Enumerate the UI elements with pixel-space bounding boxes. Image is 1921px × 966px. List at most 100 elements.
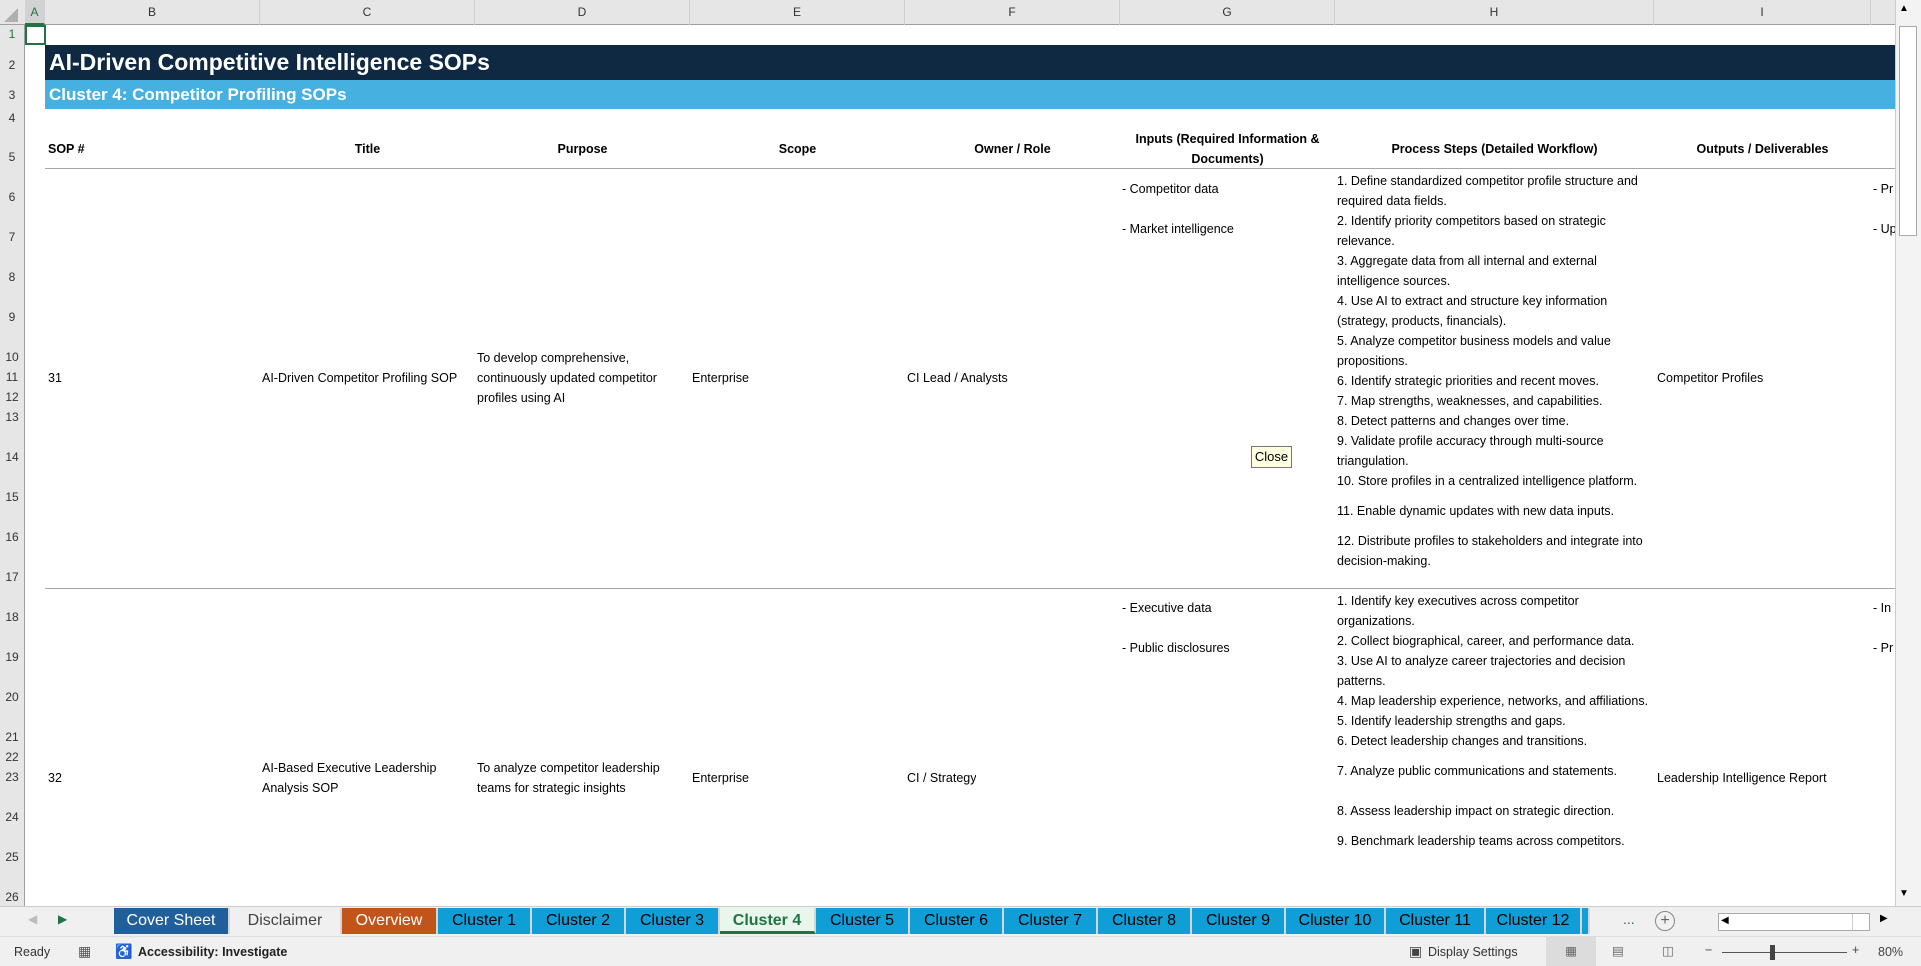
sheet-tab-cluster-7[interactable]: Cluster 7 (1004, 908, 1098, 934)
row-header-12[interactable]: 12 (5, 390, 19, 404)
sop-outputs: Competitor Profiles (1657, 371, 1764, 385)
zoom-in-button[interactable]: + (1852, 943, 1860, 957)
row-header-7[interactable]: 7 (8, 230, 16, 244)
header-divider (45, 168, 1895, 169)
more-tabs-button[interactable]: ... (1623, 911, 1635, 927)
sheet-tab-cluster-11[interactable]: Cluster 11 (1386, 908, 1486, 934)
sheet-tab-cluster-2[interactable]: Cluster 2 (532, 908, 626, 934)
zoom-out-button[interactable]: − (1705, 943, 1713, 957)
vertical-scrollbar[interactable]: ▲ ▼ (1895, 0, 1921, 906)
row-header-10[interactable]: 10 (5, 350, 19, 364)
zoom-slider[interactable] (1722, 952, 1847, 953)
sop-scope: Enterprise (692, 371, 749, 385)
sheet-tab-cluster-6[interactable]: Cluster 6 (910, 908, 1004, 934)
accessibility-status[interactable]: Accessibility: Investigate (138, 945, 288, 959)
scroll-thumb[interactable] (1899, 26, 1917, 236)
sheet-tab-cluster-10[interactable]: Cluster 10 (1286, 908, 1386, 934)
column-header-d[interactable]: D (475, 0, 690, 25)
scroll-up-icon[interactable]: ▲ (1899, 3, 1909, 14)
zoom-level[interactable]: 80% (1878, 945, 1904, 959)
header-outputs: Outputs / Deliverables (1696, 142, 1829, 156)
macro-record-icon[interactable]: ▦ (78, 943, 92, 959)
row-header-20[interactable]: 20 (5, 690, 19, 704)
input-item: - Executive data (1122, 601, 1212, 615)
sop-title: AI-Driven Competitor Profiling SOP (262, 371, 458, 385)
column-header-f[interactable]: F (905, 0, 1120, 25)
header-steps: Process Steps (Detailed Workflow) (1391, 142, 1598, 156)
sheet-tab-cluster-12[interactable]: Cluster 12 (1486, 908, 1582, 934)
row-header-26[interactable]: 26 (5, 890, 19, 904)
hscroll-right-icon[interactable]: ▶ (1880, 913, 1888, 924)
page-layout-view-icon[interactable]: ▤ (1612, 944, 1624, 958)
row-header-2[interactable]: 2 (8, 58, 16, 72)
horizontal-scrollbar[interactable]: ◀ (1718, 913, 1870, 931)
column-header-c[interactable]: C (260, 0, 475, 25)
sheet-tab-overview[interactable]: Overview (342, 908, 438, 934)
header-scope: Scope (778, 142, 817, 156)
row-header-4[interactable]: 4 (8, 111, 16, 125)
row-header-21[interactable]: 21 (5, 730, 19, 744)
row-header-14[interactable]: 14 (5, 450, 19, 464)
row-header-19[interactable]: 19 (5, 650, 19, 664)
sop-title: AI-Based Executive Leadership Analysis S… (262, 761, 437, 795)
column-header-e[interactable]: E (690, 0, 905, 25)
page-break-view-icon[interactable]: ◫ (1662, 944, 1674, 958)
sheet-tab-cover-sheet[interactable]: Cover Sheet (114, 908, 230, 934)
process-step: 7. Analyze public communications and sta… (1337, 764, 1618, 778)
add-sheet-icon[interactable]: + (1655, 911, 1675, 931)
process-step: 5. Identify leadership strengths and gap… (1337, 714, 1566, 728)
hscroll-left-icon[interactable]: ◀ (1721, 915, 1729, 926)
close-button[interactable]: Close (1251, 446, 1292, 468)
accessibility-icon[interactable]: ♿ (115, 943, 133, 959)
row-header-18[interactable]: 18 (5, 610, 19, 624)
process-step: 4. Use AI to extract and structure key i… (1337, 294, 1608, 328)
process-step: 7. Map strengths, weaknesses, and capabi… (1337, 394, 1603, 408)
row-header-17[interactable]: 17 (5, 570, 19, 584)
row-header-13[interactable]: 13 (5, 410, 19, 424)
header-sop: SOP # (48, 142, 85, 156)
row-header-6[interactable]: 6 (8, 190, 16, 204)
column-j-partial-text: - Pr (1873, 641, 1894, 655)
tab-scroll-right-icon[interactable]: ▶ (58, 912, 68, 926)
select-all-icon[interactable] (4, 8, 18, 22)
display-settings-icon[interactable]: ▣ (1409, 943, 1423, 959)
sop-number: 31 (48, 371, 62, 385)
row-header-1[interactable]: 1 (8, 27, 16, 41)
row-header-24[interactable]: 24 (5, 810, 19, 824)
process-step: 11. Enable dynamic updates with new data… (1337, 504, 1615, 518)
sheet-tab-disclaimer[interactable]: Disclaimer (230, 908, 342, 934)
column-header-i[interactable]: I (1654, 0, 1871, 25)
row-header-23[interactable]: 23 (5, 770, 19, 784)
hscroll-thumb[interactable] (1733, 914, 1853, 930)
sheet-tab-cluster-4[interactable]: Cluster 4 (720, 908, 816, 934)
column-header-a[interactable]: A (25, 0, 45, 25)
display-settings-button[interactable]: Display Settings (1428, 945, 1518, 959)
sheet-tab-cluster-1[interactable]: Cluster 1 (438, 908, 532, 934)
row-header-8[interactable]: 8 (8, 270, 16, 284)
sheet-tab-cluster-5[interactable]: Cluster 5 (816, 908, 910, 934)
scroll-down-icon[interactable]: ▼ (1899, 888, 1909, 899)
sheet-tab-cluster-8[interactable]: Cluster 8 (1098, 908, 1192, 934)
row-header-15[interactable]: 15 (5, 490, 19, 504)
tab-scroll-left-icon[interactable]: ◀ (28, 912, 38, 926)
sheet-tab-cluster-9[interactable]: Cluster 9 (1192, 908, 1286, 934)
column-header-h[interactable]: H (1335, 0, 1654, 25)
sheet-tab-overflow[interactable] (1582, 908, 1590, 934)
row-header-9[interactable]: 9 (8, 310, 16, 324)
row-header-3[interactable]: 3 (8, 88, 16, 102)
row-header-11[interactable]: 11 (5, 370, 19, 384)
column-j-partial-text: - In (1873, 601, 1892, 615)
row-header-5[interactable]: 5 (8, 150, 16, 164)
row-header-25[interactable]: 25 (5, 850, 19, 864)
process-step: 1. Define standardized competitor profil… (1337, 174, 1638, 208)
row-header-22[interactable]: 22 (5, 750, 19, 764)
row-header-16[interactable]: 16 (5, 530, 19, 544)
sheet-tab-cluster-3[interactable]: Cluster 3 (626, 908, 720, 934)
cluster-subtitle: Cluster 4: Competitor Profiling SOPs (45, 80, 1895, 109)
selected-cell-a1[interactable] (25, 25, 46, 45)
zoom-slider-thumb[interactable] (1769, 945, 1775, 960)
column-header-g[interactable]: G (1120, 0, 1335, 25)
normal-view-icon[interactable]: ▦ (1546, 937, 1596, 966)
column-header-b[interactable]: B (45, 0, 260, 25)
